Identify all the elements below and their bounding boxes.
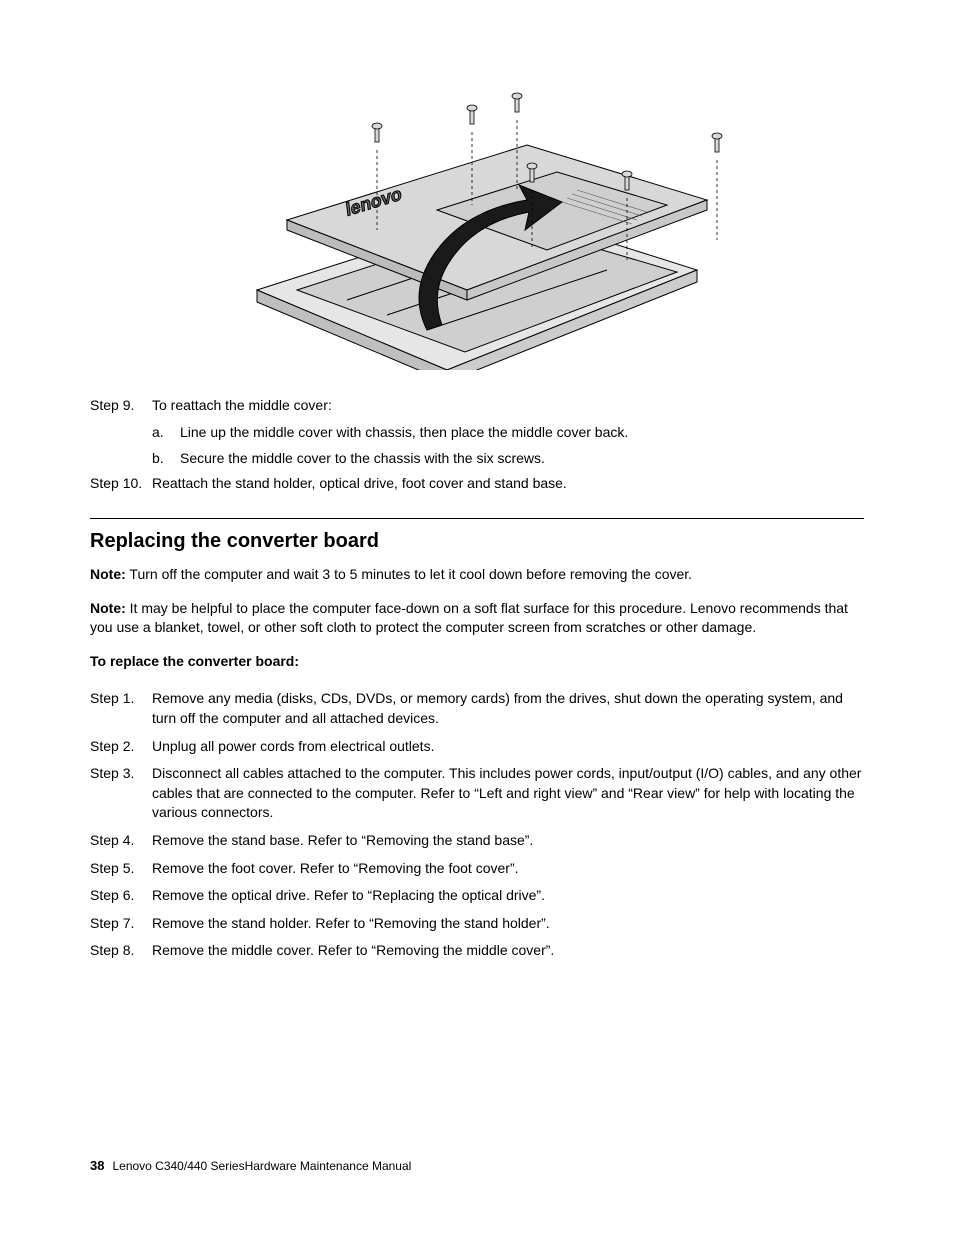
step-row: Step 2. Unplug all power cords from elec…: [90, 737, 864, 757]
diagram-svg: lenovo: [227, 90, 727, 370]
note-label: Note:: [90, 600, 126, 616]
step-body: Unplug all power cords from electrical o…: [152, 737, 864, 757]
step-row: Step 5. Remove the foot cover. Refer to …: [90, 859, 864, 879]
step-body: Remove any media (disks, CDs, DVDs, or m…: [152, 689, 864, 728]
page-footer: 38 Lenovo C340/440 SeriesHardware Mainten…: [90, 1157, 411, 1175]
step-label: Step 7.: [90, 914, 152, 934]
step-body: Remove the stand base. Refer to “Removin…: [152, 831, 864, 851]
step-label: Step 1.: [90, 689, 152, 709]
step-label: Step 4.: [90, 831, 152, 851]
step-body: Disconnect all cables attached to the co…: [152, 764, 864, 823]
note-text: It may be helpful to place the computer …: [90, 600, 848, 636]
step-body: Reattach the stand holder, optical drive…: [152, 474, 864, 494]
substep-row-b: b. Secure the middle cover to the chassi…: [152, 449, 864, 469]
step-label: Step 9.: [90, 396, 152, 416]
assembly-diagram: lenovo: [90, 90, 864, 376]
step-label: Step 2.: [90, 737, 152, 757]
step-label: Step 3.: [90, 764, 152, 784]
substep-label: a.: [152, 423, 180, 443]
step-row: Step 1. Remove any media (disks, CDs, DV…: [90, 689, 864, 728]
step-label: Step 8.: [90, 941, 152, 961]
section-divider: [90, 518, 864, 519]
step-body: Remove the foot cover. Refer to “Removin…: [152, 859, 864, 879]
page-number: 38: [90, 1158, 104, 1173]
substep-label: b.: [152, 449, 180, 469]
step-body: To reattach the middle cover:: [152, 396, 864, 416]
step-row: Step 4. Remove the stand base. Refer to …: [90, 831, 864, 851]
note-label: Note:: [90, 566, 126, 582]
step-body: Remove the optical drive. Refer to “Repl…: [152, 886, 864, 906]
section-heading: Replacing the converter board: [90, 527, 864, 555]
step-row: Step 6. Remove the optical drive. Refer …: [90, 886, 864, 906]
step-label: Step 6.: [90, 886, 152, 906]
substep-body: Line up the middle cover with chassis, t…: [180, 423, 864, 443]
substep-row-a: a. Line up the middle cover with chassis…: [152, 423, 864, 443]
step-body: Remove the middle cover. Refer to “Remov…: [152, 941, 864, 961]
step-row: Step 7. Remove the stand holder. Refer t…: [90, 914, 864, 934]
note-text: Turn off the computer and wait 3 to 5 mi…: [126, 566, 692, 582]
subheading: To replace the converter board:: [90, 652, 864, 672]
step-row-10: Step 10. Reattach the stand holder, opti…: [90, 474, 864, 494]
footer-title: Lenovo C340/440 SeriesHardware Maintenan…: [112, 1159, 411, 1173]
step-label: Step 5.: [90, 859, 152, 879]
step-row: Step 8. Remove the middle cover. Refer t…: [90, 941, 864, 961]
note-2: Note: It may be helpful to place the com…: [90, 599, 864, 638]
note-1: Note: Turn off the computer and wait 3 t…: [90, 565, 864, 585]
step-label: Step 10.: [90, 474, 152, 494]
step-row: Step 3. Disconnect all cables attached t…: [90, 764, 864, 823]
substep-body: Secure the middle cover to the chassis w…: [180, 449, 864, 469]
step-body: Remove the stand holder. Refer to “Remov…: [152, 914, 864, 934]
step-row-9: Step 9. To reattach the middle cover:: [90, 396, 864, 416]
steps-block: Step 1. Remove any media (disks, CDs, DV…: [90, 689, 864, 961]
